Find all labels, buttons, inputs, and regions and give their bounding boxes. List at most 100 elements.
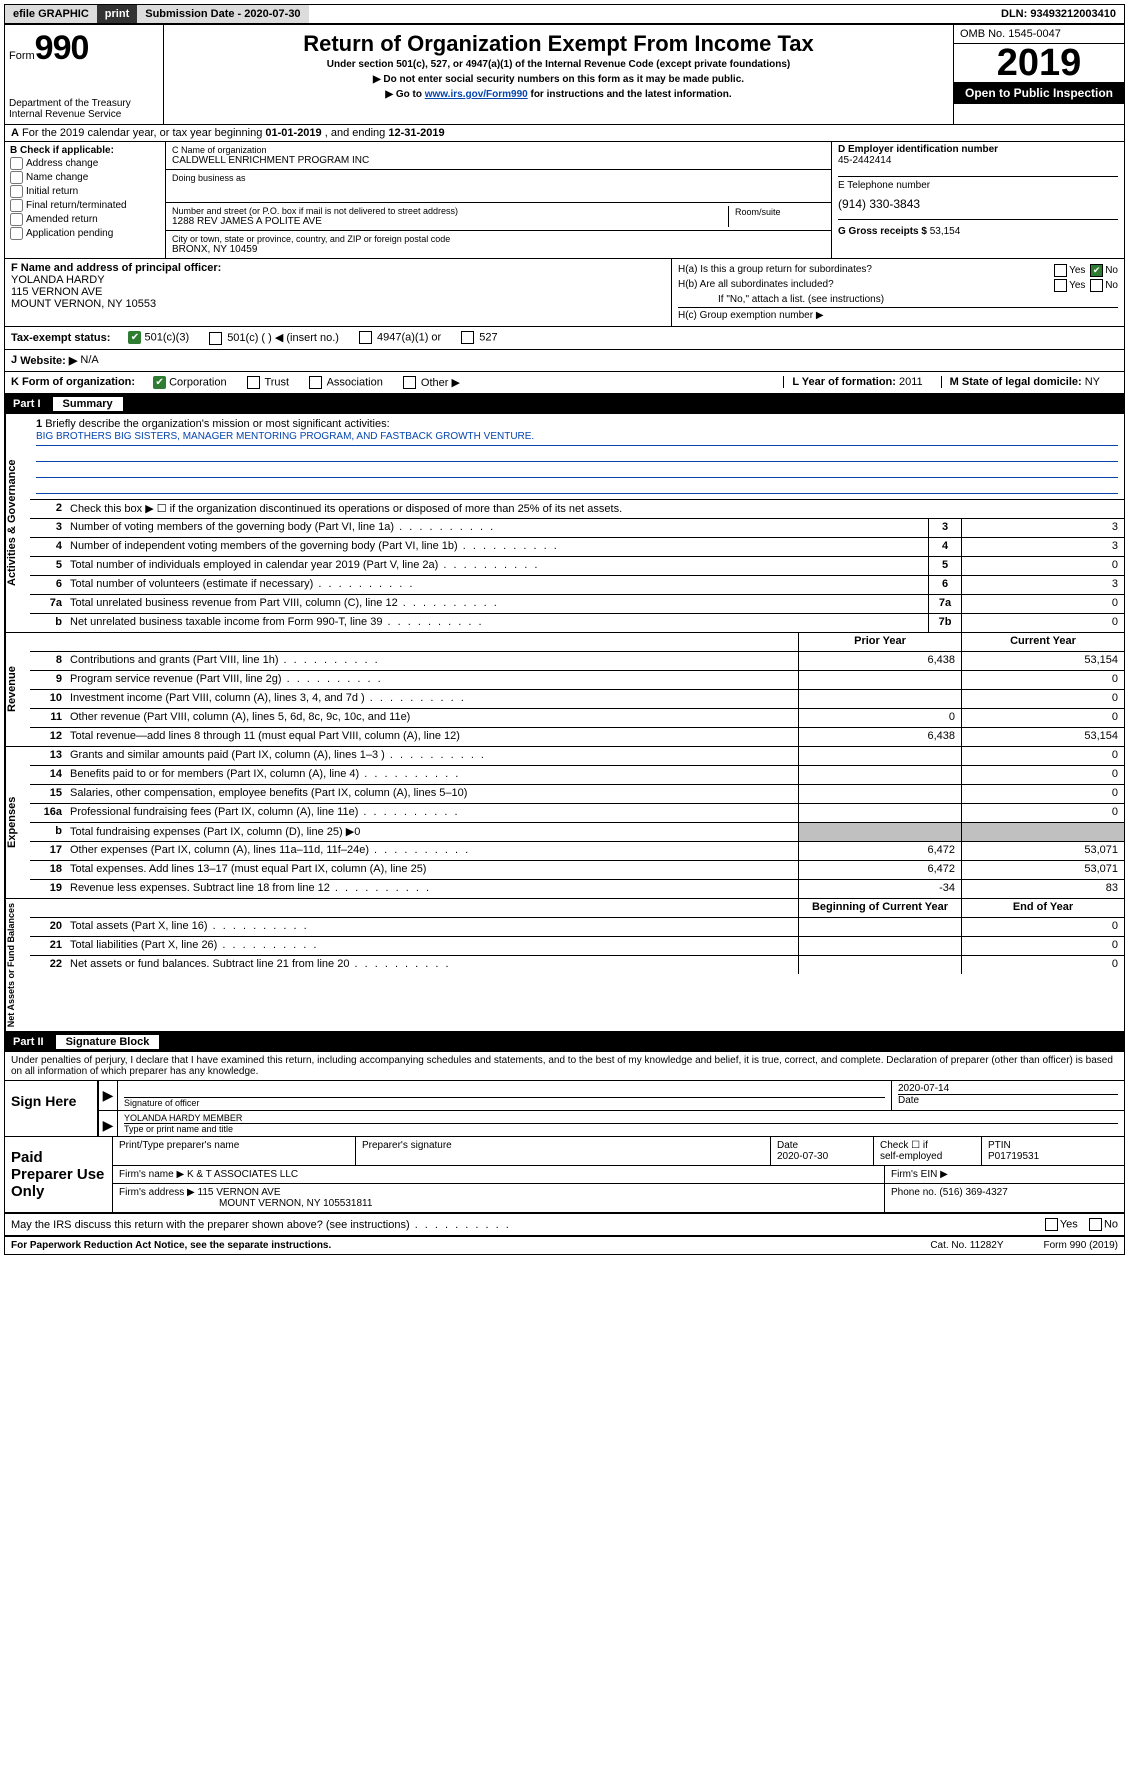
chk-assoc[interactable] [309, 376, 322, 389]
chk-527[interactable] [461, 331, 474, 344]
hdr-curr: Current Year [961, 633, 1124, 651]
sig-intro: Under penalties of perjury, I declare th… [5, 1052, 1124, 1081]
chk-other[interactable] [403, 376, 416, 389]
s8-curr: 53,154 [961, 652, 1124, 670]
chk-trust[interactable] [247, 376, 260, 389]
hb-no-box[interactable] [1090, 279, 1103, 292]
page-footer: For Paperwork Reduction Act Notice, see … [5, 1237, 1124, 1254]
s20-text: Total assets (Part X, line 16) [66, 918, 798, 936]
subdate-label: Submission Date - [145, 8, 244, 20]
chk-corp[interactable]: ✔ [153, 376, 166, 389]
s16b-prior-grey [798, 823, 961, 841]
efile-top-bar: efile GRAPHIC print Submission Date - 20… [4, 4, 1125, 24]
line-a-text2: , and ending [325, 127, 389, 139]
hdr-end: End of Year [961, 899, 1124, 917]
sub-goto: ▶ Go to www.irs.gov/Form990 for instruct… [172, 89, 945, 100]
s19-text: Revenue less expenses. Subtract line 18 … [66, 880, 798, 898]
arrow-icon-2: ▶ [99, 1111, 118, 1136]
tel-value: (914) 330-3843 [838, 197, 1118, 211]
sig-date-label: Date [898, 1094, 1118, 1106]
discuss-no-box[interactable] [1089, 1218, 1102, 1231]
print-button[interactable]: print [97, 5, 137, 23]
open-to-public: Open to Public Inspection [954, 82, 1124, 104]
phone-value: (516) 369-4327 [939, 1187, 1007, 1198]
s3-val: 3 [961, 519, 1124, 537]
s22-curr: 0 [961, 956, 1124, 974]
line-a-letter: A [11, 127, 19, 139]
ptin-value: P01719531 [988, 1151, 1039, 1162]
form-title: Return of Organization Exempt From Incom… [172, 31, 945, 57]
s6-text: Total number of volunteers (estimate if … [66, 576, 928, 594]
s16b-text: Total fundraising expenses (Part IX, col… [66, 823, 798, 841]
discuss-yes-box[interactable] [1045, 1218, 1058, 1231]
chk-501c3[interactable]: ✔ [128, 331, 141, 344]
s15-curr: 0 [961, 785, 1124, 803]
ha-yes-box[interactable] [1054, 264, 1067, 277]
mission-blank-3 [36, 479, 1118, 494]
line-a-taxyear: A For the 2019 calendar year, or tax yea… [5, 125, 1124, 142]
name-label: Type or print name and title [124, 1123, 1118, 1134]
col-c-orginfo: C Name of organization CALDWELL ENRICHME… [166, 142, 831, 258]
hdr-prior: Prior Year [798, 633, 961, 651]
sub-ssn-warning: ▶ Do not enter social security numbers o… [172, 74, 945, 85]
s7a-val: 0 [961, 595, 1124, 613]
part-i-header: Part I Summary [5, 394, 1124, 414]
officer-addr2: MOUNT VERNON, NY 10553 [11, 298, 156, 310]
discuss-row: May the IRS discuss this return with the… [5, 1214, 1124, 1237]
chk-address-change[interactable]: Address change [10, 157, 160, 170]
s12-curr: 53,154 [961, 728, 1124, 746]
form-word: Form [9, 50, 35, 62]
s14-text: Benefits paid to or for members (Part IX… [66, 766, 798, 784]
ein-value: 45-2442414 [838, 155, 891, 166]
chk-app-pending[interactable]: Application pending [10, 227, 160, 240]
s6-val: 3 [961, 576, 1124, 594]
m-val: NY [1085, 376, 1100, 388]
chk-final-return[interactable]: Final return/terminated [10, 199, 160, 212]
ha-no-box[interactable]: ✔ [1090, 264, 1103, 277]
s10-text: Investment income (Part VIII, column (A)… [66, 690, 798, 708]
s2-text: Check this box ▶ ☐ if the organization d… [66, 500, 1124, 518]
arrow-icon: ▶ [99, 1081, 118, 1110]
tax-end: 12-31-2019 [388, 127, 444, 139]
chk-amended[interactable]: Amended return [10, 213, 160, 226]
prep-date-val: 2020-07-30 [777, 1151, 828, 1162]
dba-label: Doing business as [172, 173, 825, 183]
side-revenue: Revenue [5, 633, 30, 746]
sig-date: 2020-07-14 [898, 1083, 1118, 1094]
prep-sig-hdr: Preparer's signature [356, 1137, 771, 1165]
s12-prior: 6,438 [798, 728, 961, 746]
sign-here-block: Sign Here ▶ Signature of officer 2020-07… [5, 1081, 1124, 1137]
chk-4947[interactable] [359, 331, 372, 344]
s17-text: Other expenses (Part IX, column (A), lin… [66, 842, 798, 860]
gross-label: G Gross receipts $ [838, 226, 930, 237]
s22-text: Net assets or fund balances. Subtract li… [66, 956, 798, 974]
sub-501c: Under section 501(c), 527, or 4947(a)(1)… [172, 59, 945, 70]
firm-addr-label: Firm's address ▶ [119, 1187, 195, 1198]
s15-text: Salaries, other compensation, employee b… [66, 785, 798, 803]
firm-ein-label: Firm's EIN ▶ [885, 1166, 1124, 1183]
s8-prior: 6,438 [798, 652, 961, 670]
hb-note: If "No," attach a list. (see instruction… [678, 294, 1118, 305]
prep-selfemp-2: self-employed [880, 1151, 942, 1162]
l-val: 2011 [899, 376, 923, 388]
website-value: N/A [80, 354, 98, 366]
footer-left: For Paperwork Reduction Act Notice, see … [11, 1240, 331, 1251]
goto-prefix: ▶ Go to [385, 89, 424, 100]
row-k-form-org: K Form of organization: ✔ Corporation Tr… [5, 372, 1124, 395]
org-name: CALDWELL ENRICHMENT PROGRAM INC [172, 155, 825, 166]
chk-initial-return[interactable]: Initial return [10, 185, 160, 198]
goto-suffix: for instructions and the latest informat… [528, 89, 732, 100]
hb-yes-box[interactable] [1054, 279, 1067, 292]
chk-501c[interactable] [209, 332, 222, 345]
tax-begin: 01-01-2019 [265, 127, 321, 139]
sig-of-officer-label: Signature of officer [124, 1097, 885, 1108]
irs-link[interactable]: www.irs.gov/Form990 [425, 89, 528, 100]
row-j-website: J Website: ▶ N/A [5, 350, 1124, 372]
dln-label: DLN: [1001, 8, 1030, 20]
chk-name-change[interactable]: Name change [10, 171, 160, 184]
col-h-group: H(a) Is this a group return for subordin… [672, 259, 1124, 326]
gross-value: 53,154 [930, 226, 961, 237]
s7b-text: Net unrelated business taxable income fr… [66, 614, 928, 632]
s1-num: 1 [36, 418, 42, 430]
addr-label: Number and street (or P.O. box if mail i… [172, 206, 728, 216]
